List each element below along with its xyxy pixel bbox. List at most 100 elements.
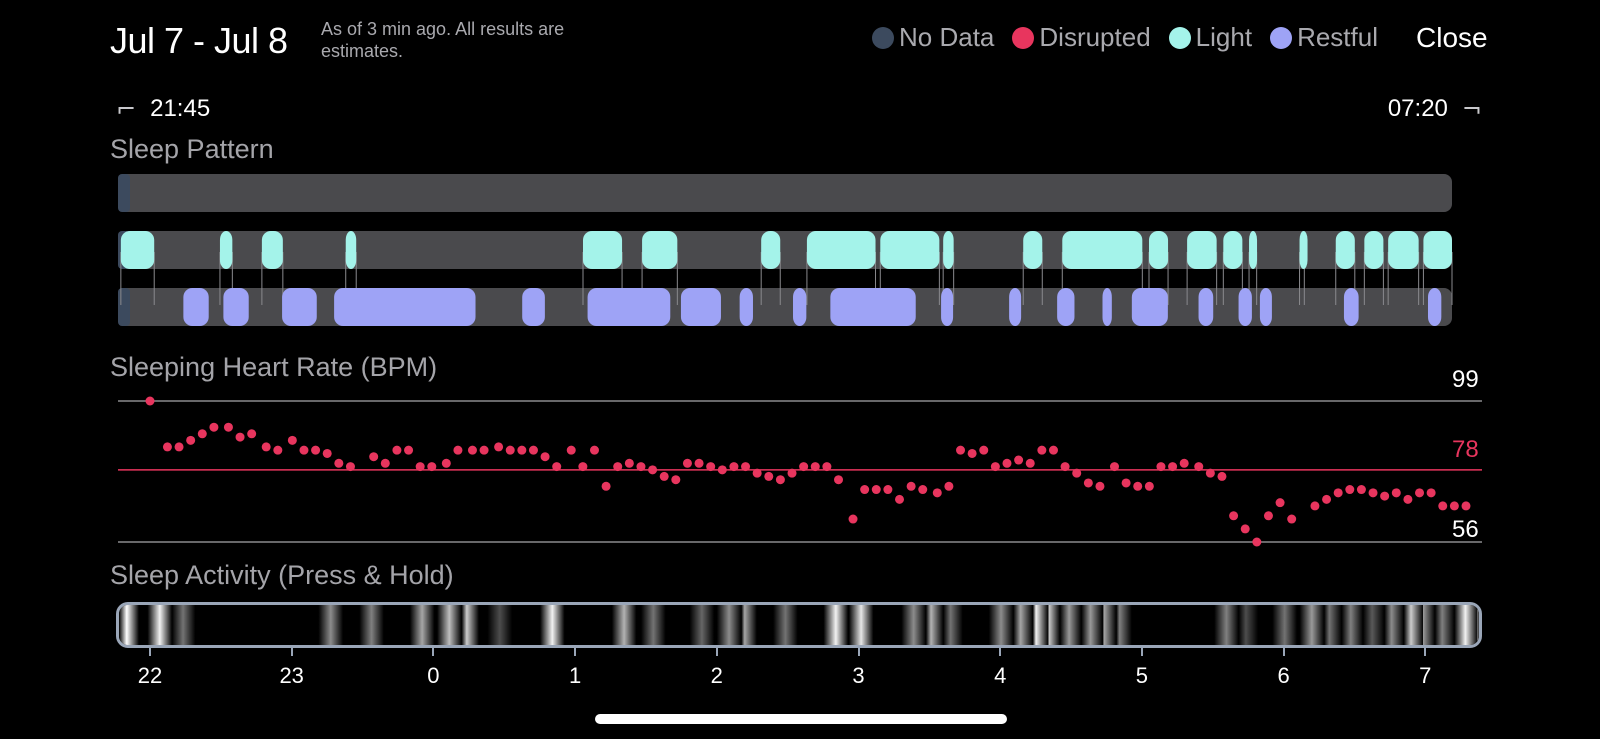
hour-label-6: 6 (1277, 663, 1290, 688)
hr-point (883, 485, 893, 495)
hr-point (209, 422, 219, 432)
bracket-end-icon: ¬ (1461, 95, 1482, 123)
hour-tick (149, 646, 151, 656)
as-of-note: As of 3 min ago. All results are estimat… (321, 19, 565, 61)
hr-point (1403, 494, 1413, 504)
legend-dot-no-data (872, 26, 894, 49)
sleep-pattern-title: Sleep Pattern (110, 134, 274, 164)
hr-point (1194, 462, 1204, 472)
hr-point (1426, 488, 1436, 498)
hr-point (392, 445, 402, 455)
hr-point (1095, 481, 1105, 491)
hr-point (494, 442, 504, 452)
legend: No Data Disrupted Light Restful (872, 22, 1396, 53)
end-time: 07:20 (1387, 95, 1448, 122)
hr-point (453, 445, 463, 455)
restful-segment (1057, 288, 1075, 326)
hr-point (717, 465, 727, 475)
legend-item-disrupted: Disrupted (1012, 22, 1151, 53)
hour-label-5: 5 (1135, 663, 1149, 688)
restful-segment (334, 288, 476, 326)
hr-point (990, 462, 1000, 472)
legend-item-restful: Restful (1270, 22, 1378, 53)
hr-point (1072, 468, 1082, 478)
hr-point (1415, 488, 1425, 498)
hr-point (369, 452, 379, 462)
restful-segment (183, 288, 209, 326)
restful-segment (830, 288, 916, 326)
hr-point (174, 442, 184, 452)
restful-segment (739, 288, 753, 326)
restful-segment (680, 288, 721, 326)
restful-segment (522, 288, 545, 326)
hr-point (441, 458, 451, 468)
start-time: 21:45 (150, 95, 211, 122)
light-segment (806, 231, 876, 269)
hr-point (848, 514, 858, 524)
disrupted-track (118, 174, 1452, 212)
light-segment (261, 231, 283, 269)
hr-point (1179, 458, 1189, 468)
hr-point (1287, 514, 1297, 524)
hr-point (247, 429, 257, 439)
hour-label-7: 7 (1419, 663, 1432, 688)
hr-point (552, 462, 562, 472)
hr-point (1310, 501, 1320, 511)
hr-point (1263, 511, 1273, 521)
sleep-pattern-chart[interactable] (0, 0, 1600, 340)
hour-tick (715, 646, 718, 656)
hour-label-1: 1 (568, 663, 582, 688)
hr-point (799, 462, 809, 472)
heart-rate-title: Sleeping Heart Rate (BPM) (110, 352, 438, 382)
close-button[interactable]: Close (1416, 22, 1488, 53)
activity-gradient (119, 605, 1479, 645)
hr-point (1205, 468, 1215, 478)
date-range: Jul 7 - Jul 8 (110, 20, 288, 61)
restful-segment (1343, 288, 1359, 326)
light-segment (1187, 231, 1217, 269)
hr-point (1240, 524, 1250, 534)
hr-point (1048, 445, 1058, 455)
hr-point (764, 471, 774, 481)
hr-point (186, 435, 196, 445)
light-segment (1249, 231, 1258, 269)
hour-tick (1424, 646, 1427, 656)
hr-point (145, 396, 155, 406)
hr-point (787, 468, 797, 478)
hr-point (345, 462, 355, 472)
sleep-activity-strip[interactable] (116, 602, 1482, 648)
hr-point (197, 429, 207, 439)
hr-point (932, 488, 942, 498)
home-indicator[interactable] (595, 714, 1007, 724)
hr-point (1356, 485, 1366, 495)
hr-point (162, 442, 172, 452)
light-segment (219, 231, 233, 269)
hr-point (918, 485, 928, 495)
no-data-segment (118, 174, 130, 212)
activity-title: Sleep Activity (Press & Hold) (110, 560, 454, 590)
hr-point (479, 445, 489, 455)
legend-label-light: Light (1195, 22, 1253, 52)
bracket-start-icon: ⌐ (116, 95, 137, 123)
hr-point (671, 475, 681, 485)
hr-point (299, 445, 309, 455)
legend-dot-disrupted (1012, 26, 1035, 49)
hr-point (1322, 494, 1332, 504)
restful-segment (1259, 288, 1272, 326)
hr-point (261, 442, 271, 452)
hr-point (860, 485, 870, 495)
hr-point (1449, 501, 1459, 511)
hr-point (1002, 458, 1012, 468)
hr-point (648, 465, 658, 475)
restful-segment (1102, 288, 1112, 326)
hr-point (334, 458, 344, 468)
hr-point (1438, 501, 1448, 511)
hour-label-2: 2 (710, 663, 723, 688)
hr-point (1461, 501, 1471, 511)
heart-rate-chart[interactable] (0, 0, 1600, 560)
hr-point (967, 448, 977, 458)
light-segment (1023, 231, 1043, 269)
restful-segment (793, 288, 807, 326)
hr-point (956, 445, 966, 455)
hr-point (636, 462, 646, 472)
